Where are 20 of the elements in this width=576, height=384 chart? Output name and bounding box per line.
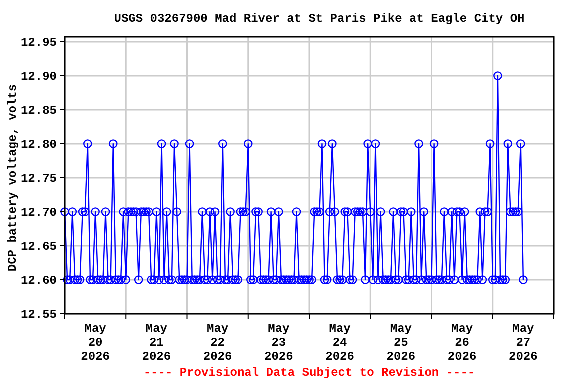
- x-tick-label: May 27 2026: [509, 322, 538, 364]
- y-tick-label: 12.75: [20, 172, 57, 186]
- y-tick-label: 12.90: [20, 70, 57, 84]
- text: ---- Provisional Data Subject to Revision ----: [144, 366, 476, 380]
- x-tick-label: May 26 2026: [448, 322, 477, 364]
- y-tick-label: 12.60: [20, 274, 57, 288]
- x-tick-label: May 20 2026: [81, 322, 110, 364]
- y-tick-label: 12.70: [20, 206, 57, 220]
- y-tick-label: 12.80: [20, 138, 57, 152]
- x-tick-label: May 22 2026: [203, 322, 232, 364]
- y-tick-label: 12.65: [20, 240, 57, 254]
- y-tick-label: 12.95: [20, 36, 57, 50]
- y-tick-label: 12.85: [20, 104, 57, 118]
- x-tick-label: May 23 2026: [264, 322, 294, 364]
- y-tick-label: 12.55: [20, 308, 57, 322]
- y-axis-title: DCP battery voltage, volts: [6, 84, 20, 272]
- x-tick-label: May 25 2026: [386, 322, 416, 364]
- chart-title: USGS 03267900 Mad River at St Paris Pike at Eagle City OH: [114, 12, 525, 26]
- x-tick-label: May 24 2026: [326, 322, 354, 364]
- x-tick-label: May 21 2026: [142, 322, 172, 364]
